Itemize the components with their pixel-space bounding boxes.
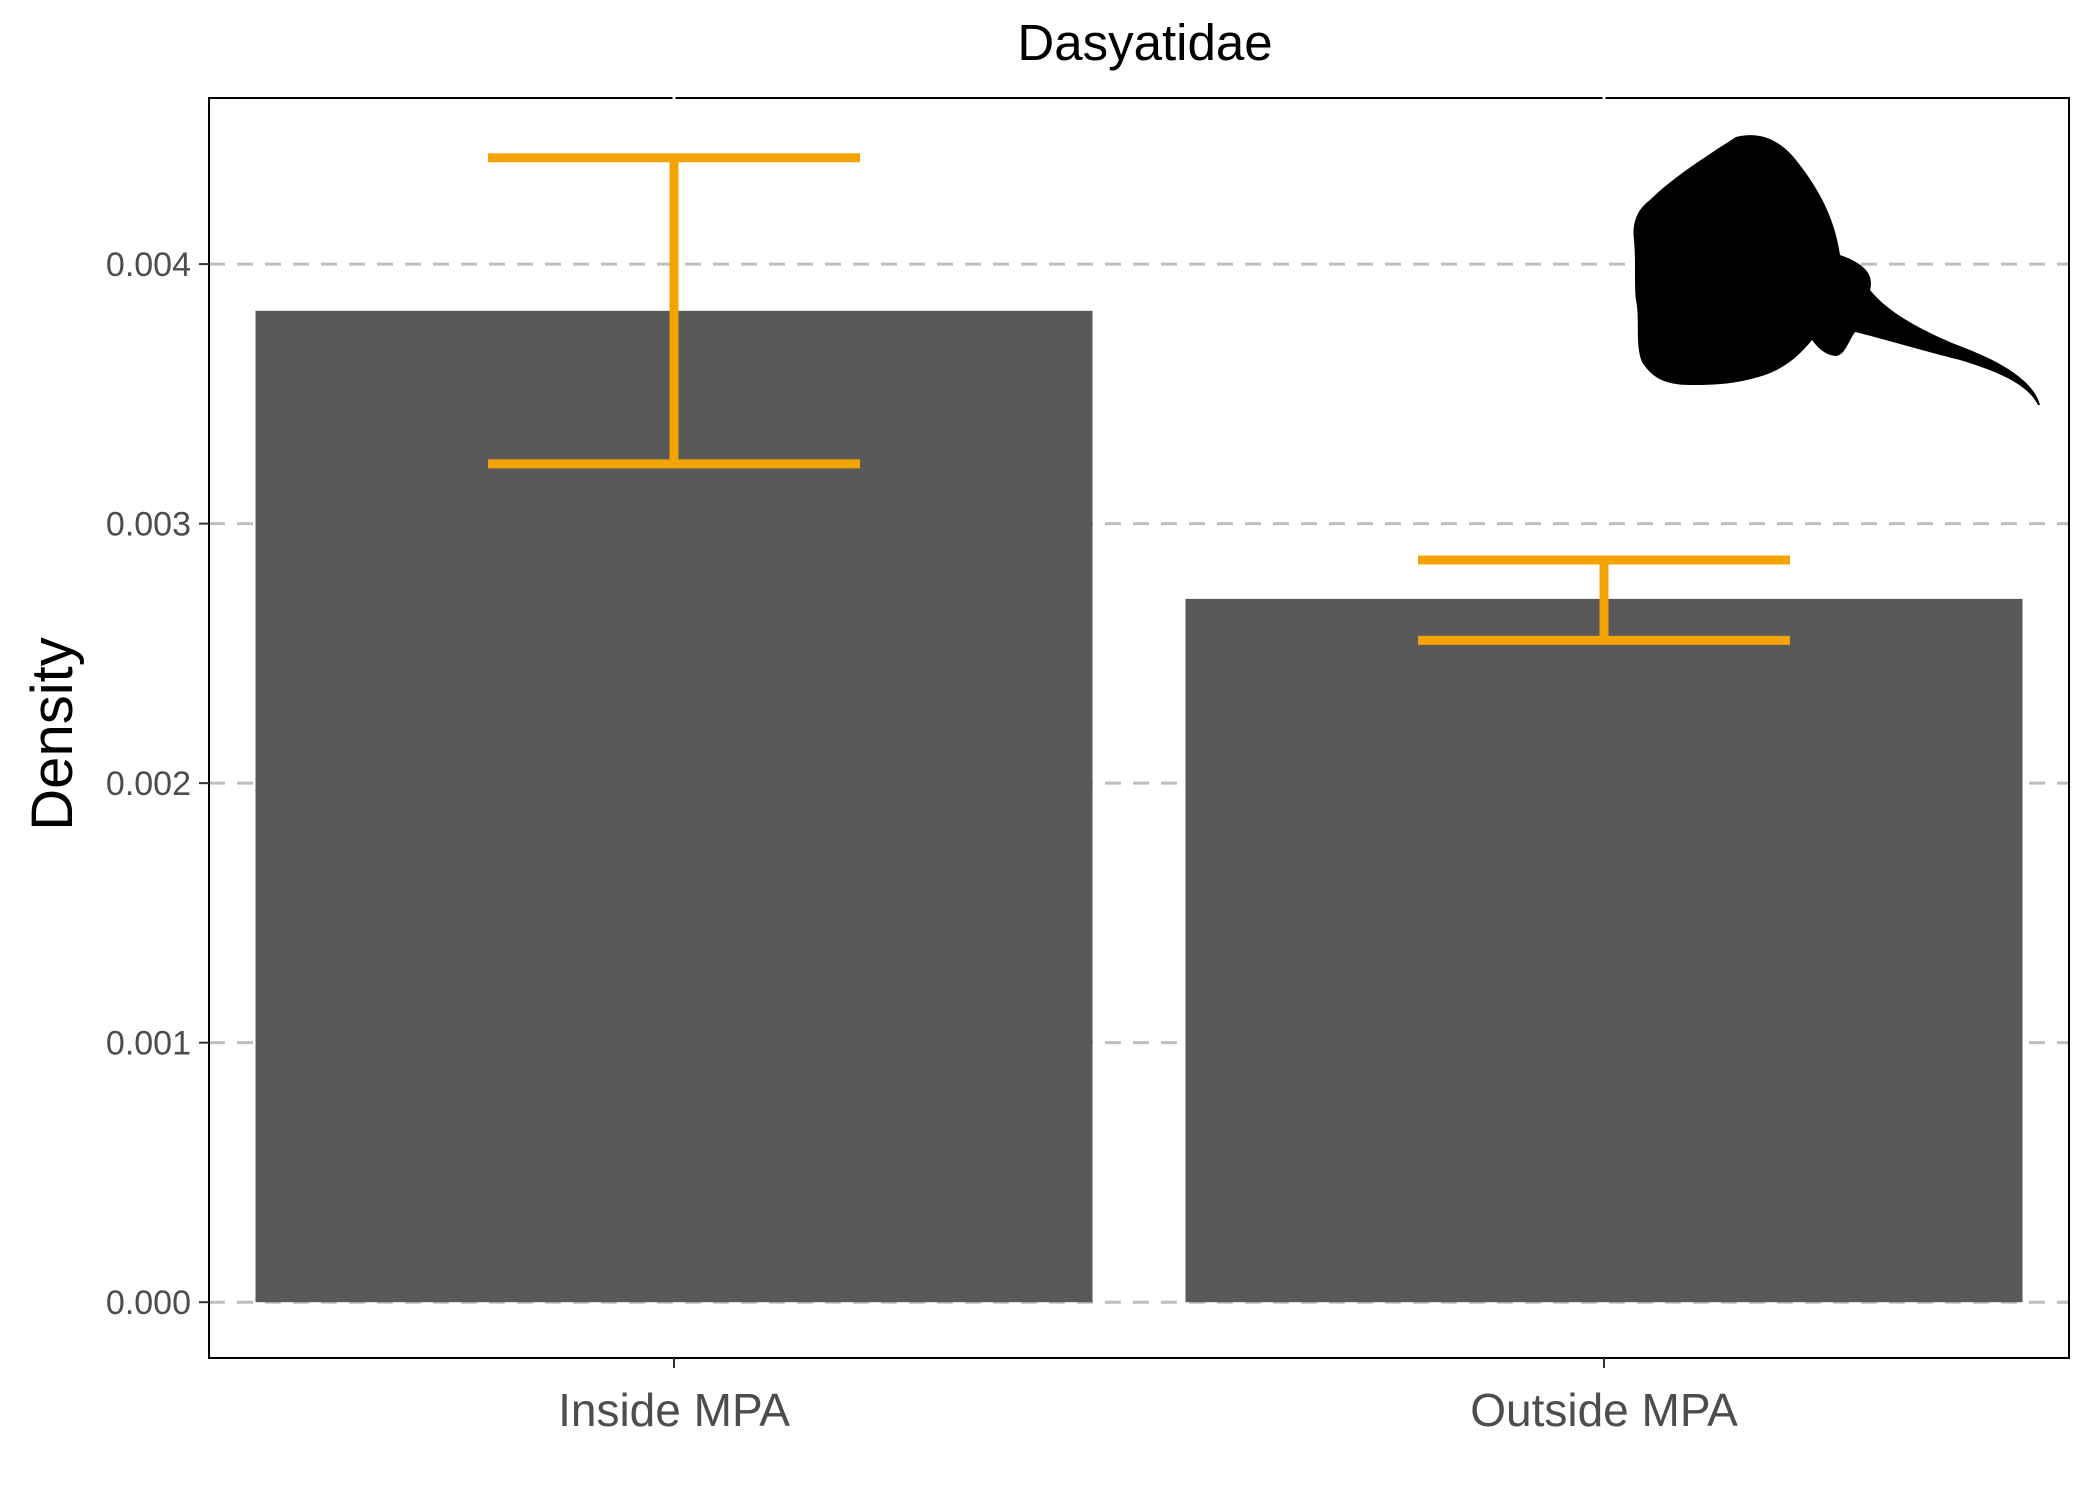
- x-tick-label: Outside MPA: [1470, 1384, 1738, 1436]
- y-tick-label: 0.000: [106, 1284, 191, 1322]
- y-tick-label: 0.003: [106, 506, 191, 544]
- bars-layer: [255, 310, 2023, 1303]
- y-tick-label: 0.001: [106, 1025, 191, 1063]
- chart-title: Dasyatidae: [1017, 14, 1272, 71]
- panel-border: [208, 97, 2070, 1359]
- y-axis-ticks: 0.000 0.001 0.002 0.003 0.004: [106, 246, 209, 1322]
- y-tick-label: 0.004: [106, 246, 191, 284]
- stingray-silhouette-icon: [1633, 135, 2040, 406]
- x-tick-label: Inside MPA: [558, 1384, 790, 1436]
- y-tick-label: 0.002: [106, 765, 191, 803]
- bar: [1185, 598, 2023, 1303]
- bar: [255, 310, 1093, 1303]
- error-bars-layer: [488, 153, 1790, 645]
- y-axis-label: Density: [20, 637, 85, 830]
- x-axis-ticks: Inside MPA Outside MPA: [558, 97, 1738, 1436]
